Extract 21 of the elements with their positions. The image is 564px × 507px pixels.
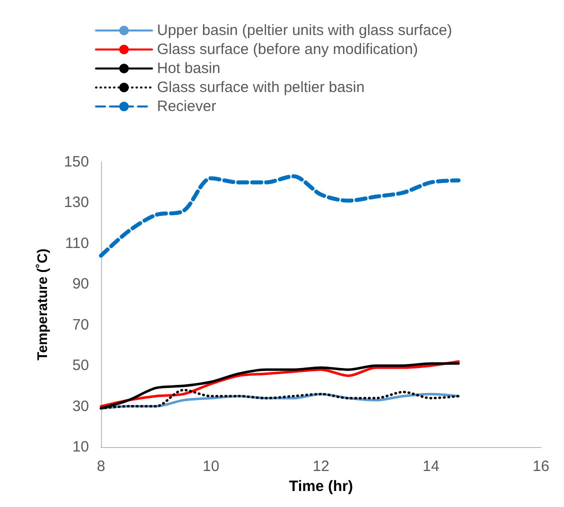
legend-label: Upper basin (peltier units with glass surface) bbox=[157, 22, 452, 39]
x-tick-label: 12 bbox=[312, 458, 330, 475]
line-series bbox=[99, 174, 460, 258]
y-tick-label: 50 bbox=[72, 357, 89, 374]
y-tick-label: 130 bbox=[64, 194, 89, 212]
x-axis-title: Time (hr) bbox=[289, 478, 353, 495]
y-tick-label: 110 bbox=[65, 234, 89, 252]
y-tick-label: 10 bbox=[72, 438, 89, 456]
legend-label: Reciever bbox=[157, 98, 216, 115]
y-tick-label: 30 bbox=[72, 398, 89, 415]
legend-label: Hot basin bbox=[157, 60, 220, 77]
y-tick-label: 150 bbox=[64, 154, 89, 170]
legend-label: Glass surface with peltier basin bbox=[157, 79, 365, 96]
y-axis-title: Temperature (˚C) bbox=[34, 248, 50, 360]
y-tick-label: 90 bbox=[72, 276, 89, 293]
legend-label: Glass surface (before any modification) bbox=[157, 41, 418, 58]
x-tick-label: 14 bbox=[422, 458, 440, 475]
x-tick-label: 8 bbox=[96, 458, 106, 475]
y-tick-label: 70 bbox=[72, 316, 89, 334]
x-tick-label: 16 bbox=[532, 458, 550, 475]
x-tick-label: 10 bbox=[202, 458, 220, 475]
